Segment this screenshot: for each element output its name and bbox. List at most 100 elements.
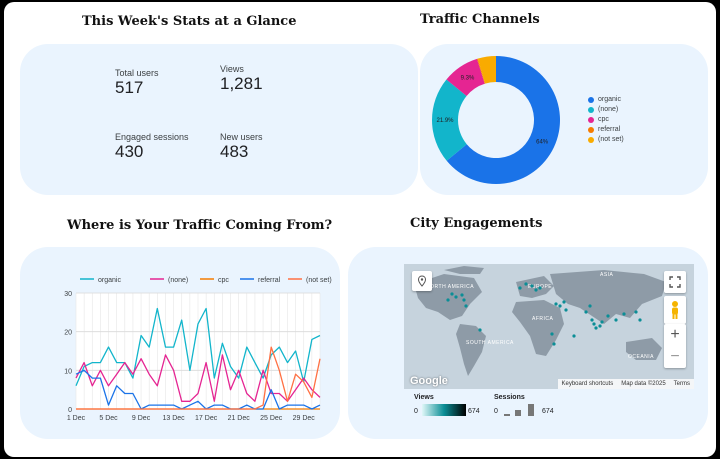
legend-item-cpc[interactable]: cpc: [588, 116, 609, 123]
traffic-sources-line-chart: 0 10 20 30 1 Dec 5 Dec 9 Dec 13 Dec 17 Dec 21 Dec…: [64, 277, 332, 422]
city-marker[interactable]: [600, 320, 604, 324]
city-marker[interactable]: [462, 298, 466, 302]
map-zoom-in-button[interactable]: +: [670, 326, 680, 343]
x-tick-label: 1 Dec: [67, 415, 86, 422]
x-tick-label: 29 Dec: [293, 415, 316, 422]
y-tick-label: 20: [64, 330, 72, 337]
city-marker[interactable]: [622, 312, 626, 316]
land-greenland: [444, 266, 484, 274]
x-tick-label: 13 Dec: [163, 415, 186, 422]
legend-dot: [588, 116, 594, 123]
city-marker[interactable]: [450, 292, 454, 296]
dashboard-canvas: This Week's Stats at a Glance Total user…: [4, 2, 716, 457]
x-tick-label: 25 Dec: [260, 415, 283, 422]
map-street-view-button[interactable]: [664, 296, 686, 324]
city-marker[interactable]: [530, 284, 534, 288]
stats-title: This Week's Stats at a Glance: [82, 14, 297, 29]
legend-dot: [588, 126, 594, 133]
keyboard-shortcuts-link[interactable]: Keyboard shortcuts: [561, 381, 614, 387]
city-marker[interactable]: [524, 282, 528, 286]
legend-dot: [588, 96, 594, 103]
land-africa: [512, 300, 564, 356]
city-marker[interactable]: [446, 298, 450, 302]
line-legend-label[interactable]: organic: [98, 277, 121, 284]
city-marker[interactable]: [572, 334, 576, 338]
google-logo[interactable]: Google: [410, 375, 448, 387]
map-label-north-america: NORTH AMERICA: [426, 284, 475, 290]
city-marker[interactable]: [464, 304, 468, 308]
line-legend-label[interactable]: (none): [168, 277, 188, 284]
city-marker[interactable]: [634, 310, 638, 314]
donut-slice-cpc[interactable]: [446, 58, 485, 96]
land-oceania: [626, 338, 662, 360]
city-marker[interactable]: [554, 302, 558, 306]
map-fullscreen-button[interactable]: [664, 271, 686, 293]
map-zoom-control: + −: [664, 324, 686, 368]
map-attribution-bar: Keyboard shortcuts Map data ©2025 Terms: [557, 379, 694, 389]
series-line-referral[interactable]: [75, 369, 321, 410]
city-marker[interactable]: [592, 322, 596, 326]
donut-slice-none[interactable]: [432, 79, 467, 161]
x-tick-label: 17 Dec: [195, 415, 218, 422]
land-europe: [516, 276, 554, 298]
city-marker[interactable]: [460, 293, 464, 297]
city-marker[interactable]: [598, 324, 602, 328]
line-legend-label[interactable]: referral: [258, 277, 281, 284]
views-value: 1,281: [220, 74, 263, 93]
legend-item-notset[interactable]: (not set): [588, 136, 624, 143]
legend-dot: [588, 106, 594, 113]
city-marker[interactable]: [534, 288, 538, 292]
x-tick-label: 5 Dec: [99, 415, 118, 422]
city-engagements-title: City Engagements: [410, 216, 543, 231]
location-pin-icon: [417, 275, 427, 287]
map-label-africa: AFRICA: [532, 316, 554, 322]
total-users-value: 517: [115, 78, 144, 97]
traffic-sources-title: Where is Your Traffic Coming From?: [67, 218, 333, 233]
donut-slice-organic[interactable]: [446, 56, 560, 185]
city-marker[interactable]: [606, 314, 610, 318]
views-scale-max: 674: [468, 408, 480, 415]
map-location-button[interactable]: [412, 271, 432, 291]
map-zoom-out-button[interactable]: −: [670, 348, 680, 365]
city-marker[interactable]: [552, 342, 556, 346]
city-marker[interactable]: [454, 295, 458, 299]
city-marker[interactable]: [564, 308, 568, 312]
city-engagements-map[interactable]: NORTH AMERICA SOUTH AMERICA EUROPE AFRIC…: [404, 264, 694, 389]
series-line-organic[interactable]: [75, 307, 321, 387]
donut-data-label: 21.9%: [436, 118, 454, 124]
legend-dot: [588, 136, 594, 143]
legend-item-organic[interactable]: organic: [588, 96, 621, 103]
traffic-channels-title: Traffic Channels: [420, 12, 540, 27]
y-tick-label: 10: [64, 368, 72, 375]
sessions-scale-title: Sessions: [494, 394, 525, 401]
city-marker[interactable]: [588, 304, 592, 308]
terms-link[interactable]: Terms: [673, 381, 690, 387]
engaged-sessions-value: 430: [115, 142, 144, 161]
city-marker[interactable]: [594, 326, 598, 330]
views-scale-gradient: [422, 404, 466, 416]
city-marker[interactable]: [614, 318, 618, 322]
series-line-none[interactable]: [75, 354, 321, 402]
new-users-label: New users: [220, 132, 263, 142]
city-marker[interactable]: [590, 318, 594, 322]
map-label-south-america: SOUTH AMERICA: [466, 340, 514, 346]
line-legend-label[interactable]: cpc: [218, 277, 229, 284]
line-legend-label[interactable]: (not set): [306, 277, 332, 284]
city-marker[interactable]: [538, 286, 542, 290]
map-data-text: Map data ©2025: [621, 381, 666, 387]
city-marker[interactable]: [638, 318, 642, 322]
legend-item-none[interactable]: (none): [588, 106, 618, 113]
city-marker[interactable]: [558, 304, 562, 308]
new-users-value: 483: [220, 142, 249, 161]
city-marker[interactable]: [562, 300, 566, 304]
city-marker[interactable]: [478, 328, 482, 332]
series-line-notset[interactable]: [76, 346, 321, 410]
city-marker[interactable]: [518, 286, 522, 290]
city-marker[interactable]: [550, 332, 554, 336]
legend-item-referral[interactable]: referral: [588, 126, 620, 133]
donut-slice-referral[interactable]: [476, 58, 486, 84]
land-asia: [550, 270, 666, 324]
city-marker[interactable]: [584, 310, 588, 314]
donut-slice-notset[interactable]: [477, 56, 496, 84]
